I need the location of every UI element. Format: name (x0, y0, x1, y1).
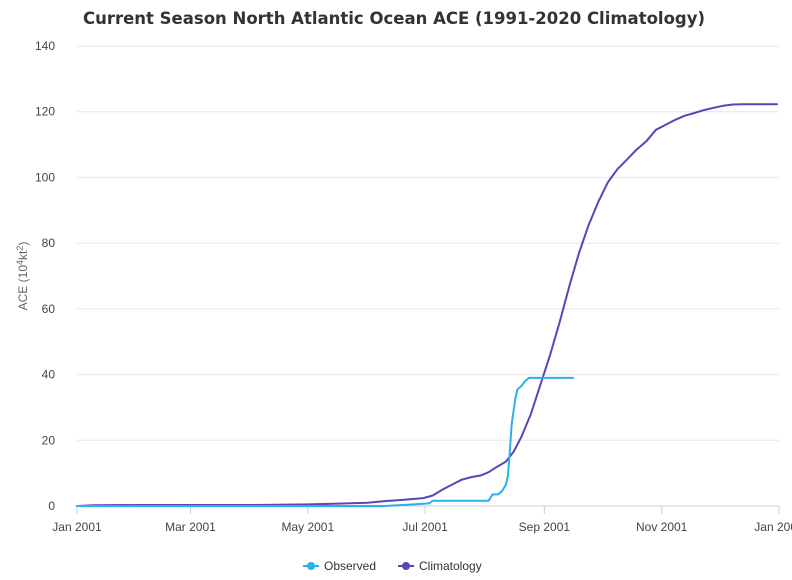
legend-label: Observed (324, 559, 376, 573)
x-tick-label: Nov 2001 (636, 520, 688, 534)
legend-marker (307, 562, 315, 570)
y-tick-label: 0 (48, 499, 55, 513)
y-tick-label: 20 (42, 433, 56, 447)
y-tick-label: 60 (42, 302, 56, 316)
y-tick-label: 120 (35, 105, 55, 119)
y-tick-labels: 0 20 40 60 80 100 120 140 (35, 39, 55, 513)
x-tick-label: May 2001 (281, 520, 334, 534)
series-lines (76, 103, 779, 507)
x-tick-label: Jul 2001 (402, 520, 448, 534)
x-tick-label: Jan 2001 (52, 520, 102, 534)
x-axis: Jan 2001 Mar 2001 May 2001 Jul 2001 Sep 2001… (52, 505, 792, 534)
series-line-observed (76, 376, 575, 507)
y-tick-label: 100 (35, 170, 55, 184)
legend[interactable]: Observed Climatology (303, 559, 482, 573)
x-tick-label: Sep 2001 (519, 520, 571, 534)
gridlines (77, 45, 779, 441)
y-tick-label: 80 (42, 236, 56, 250)
series-line-climatology (76, 103, 779, 507)
y-tick-label: 40 (42, 368, 56, 382)
x-tick-label: Jan 2002 (754, 520, 792, 534)
legend-item-observed[interactable]: Observed (303, 559, 376, 573)
legend-item-climatology[interactable]: Climatology (398, 559, 482, 573)
y-tick-label: 140 (35, 39, 55, 53)
x-tick-label: Mar 2001 (165, 520, 216, 534)
legend-label: Climatology (419, 559, 482, 573)
y-axis-label: ACE (104kt2) (15, 242, 30, 311)
legend-marker (402, 562, 410, 570)
chart-title: Current Season North Atlantic Ocean ACE … (83, 9, 705, 28)
